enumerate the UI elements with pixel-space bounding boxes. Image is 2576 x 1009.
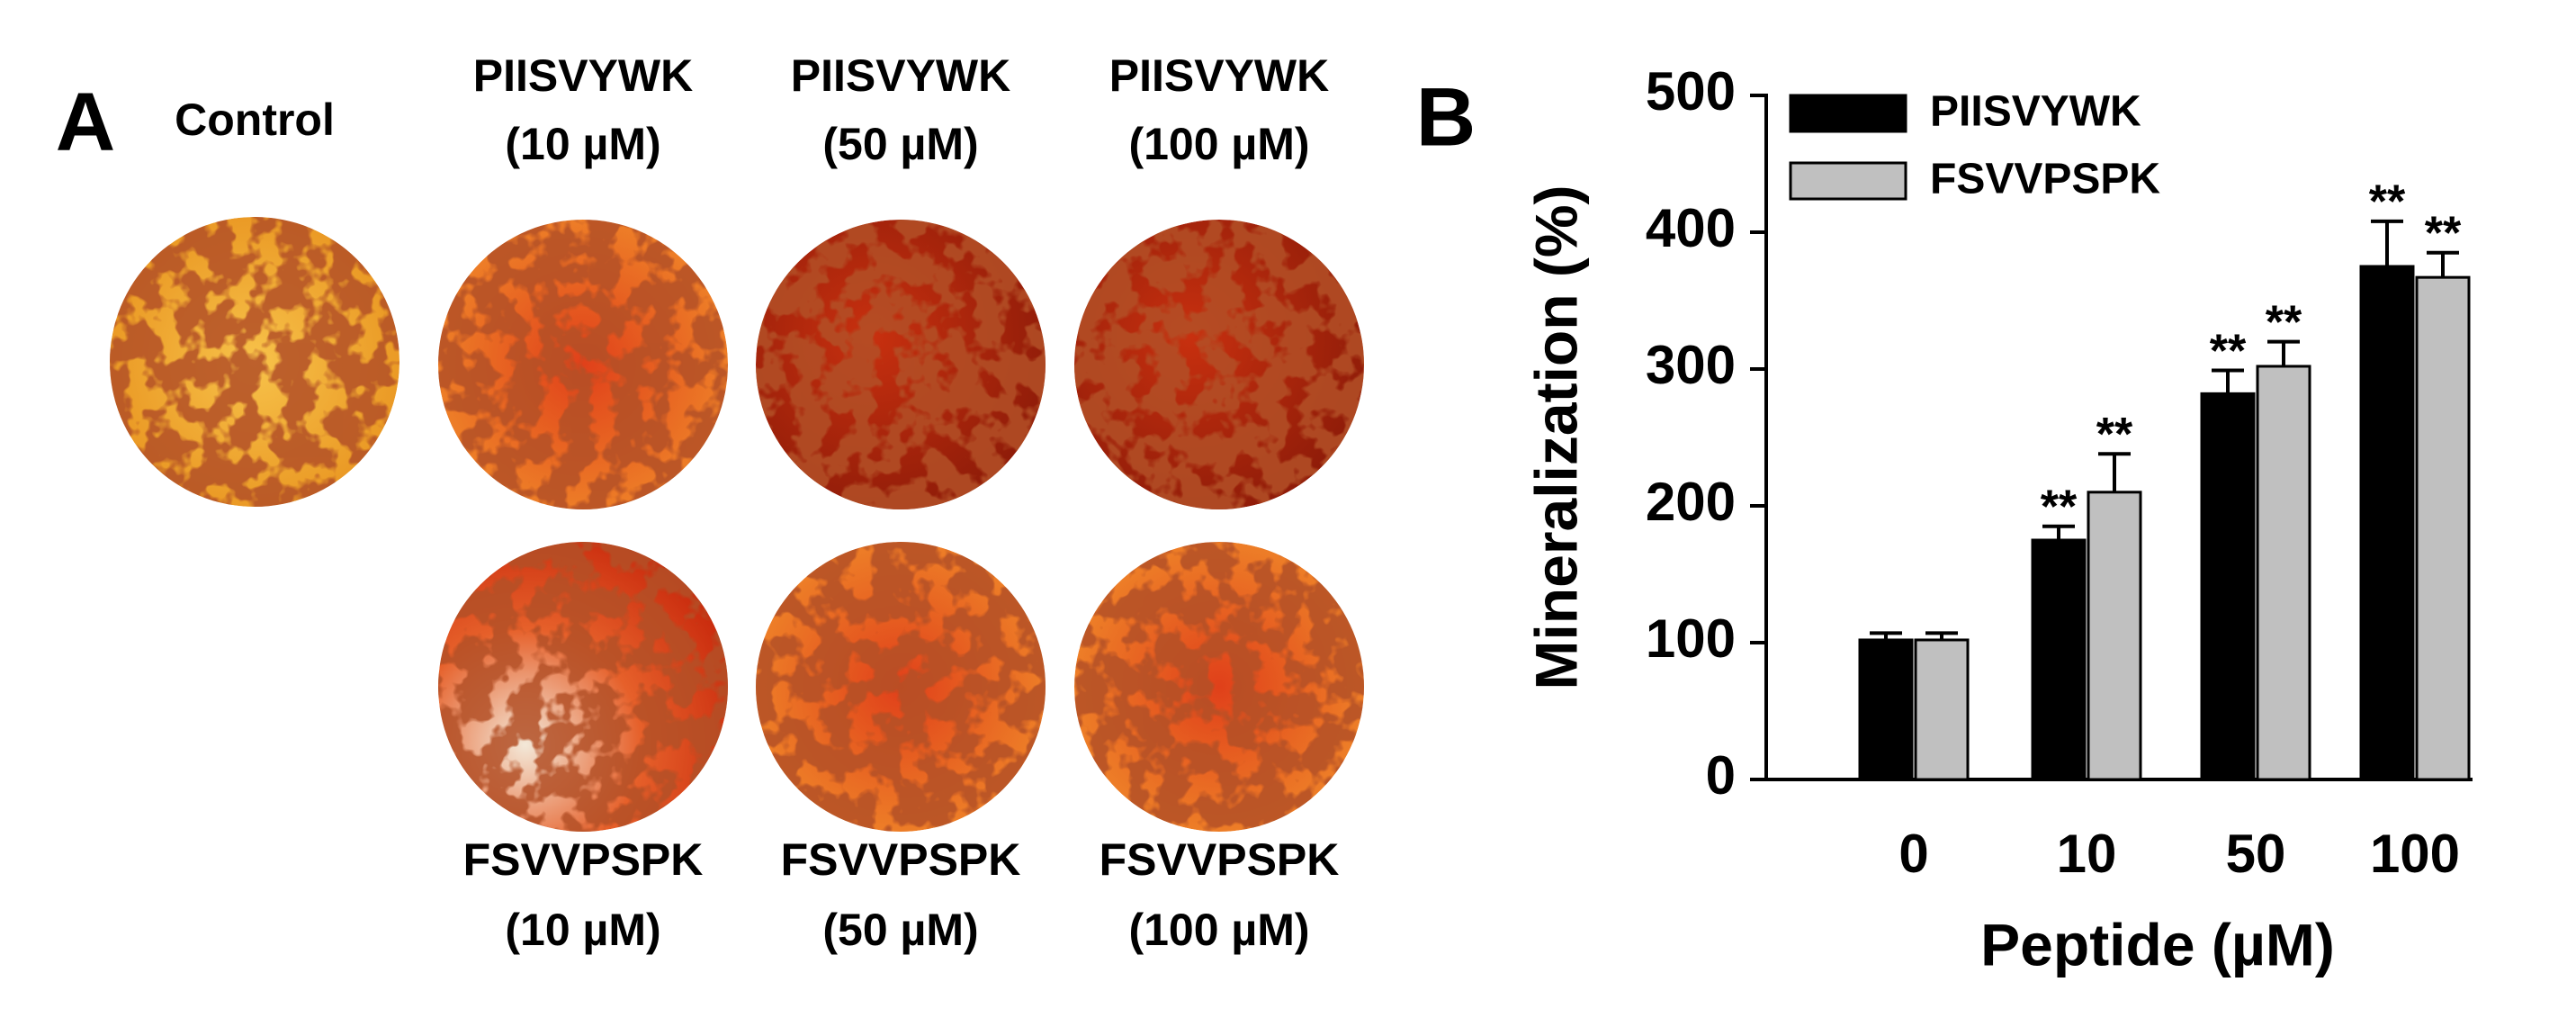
microscopy-image: [438, 220, 728, 509]
image-caption: PIISVYWK: [473, 50, 693, 101]
bar: [2256, 365, 2311, 781]
image-texture: [438, 220, 728, 509]
image-caption: Control: [175, 95, 335, 145]
microscopy-image: [110, 217, 399, 507]
significance: **: [2210, 325, 2247, 377]
x-tick-label: 10: [2057, 824, 2117, 884]
legend-label: PIISVYWK: [1930, 88, 2141, 136]
legend-label: FSVVPSPK: [1930, 156, 2160, 203]
y-tick-label: 100: [1646, 608, 1736, 669]
bar: [2415, 275, 2471, 781]
y-axis-label: Mineralization (%): [1522, 185, 1589, 689]
image-texture: [756, 542, 1046, 832]
image-caption: FSVVPSPK: [1100, 834, 1340, 885]
image-texture: [1074, 220, 1364, 509]
legend-swatch: [1789, 94, 1907, 133]
image-caption: (100 µM): [1128, 119, 1309, 169]
microscopy-image: [756, 542, 1046, 832]
image-caption: (10 µM): [505, 905, 660, 955]
image-caption: FSVVPSPK: [463, 834, 704, 885]
microscopy-image: [438, 542, 728, 832]
y-tick-label: 200: [1646, 472, 1736, 532]
bar: [2031, 538, 2087, 781]
x-tick-label: 50: [2226, 824, 2286, 884]
image-texture: [756, 220, 1046, 509]
image-caption: (10 µM): [505, 119, 660, 169]
y-tick-label: 400: [1646, 198, 1736, 258]
microscopy-image: [1074, 542, 1364, 832]
significance: **: [2266, 296, 2302, 348]
panel-label: A: [56, 76, 115, 167]
x-tick-label: 100: [2370, 824, 2460, 884]
bar: [2200, 392, 2256, 781]
image-caption: FSVVPSPK: [781, 834, 1021, 885]
image-texture: [1074, 542, 1364, 832]
image-texture: [438, 542, 728, 832]
image-caption: (50 µM): [822, 905, 978, 955]
panel-label: B: [1416, 71, 1476, 163]
y-tick-label: 0: [1706, 745, 1736, 806]
significance: **: [2041, 482, 2078, 534]
bar: [1858, 638, 1914, 781]
legend-swatch: [1789, 161, 1907, 201]
significance: **: [2425, 208, 2462, 260]
bar: [1914, 638, 1970, 781]
image-caption: (100 µM): [1128, 905, 1309, 955]
x-tick-label: 0: [1898, 824, 1928, 884]
image-caption: (50 µM): [822, 119, 978, 169]
bar: [2359, 265, 2415, 781]
microscopy-image: [756, 220, 1046, 509]
image-texture: [110, 217, 399, 507]
significance: **: [2369, 176, 2406, 229]
x-axis-label: Peptide (µM): [1980, 911, 2335, 977]
image-caption: PIISVYWK: [791, 50, 1010, 101]
microscopy-image: [1074, 220, 1364, 509]
y-tick-label: 500: [1646, 61, 1736, 122]
bar: [2087, 491, 2142, 781]
y-tick-label: 300: [1646, 335, 1736, 395]
image-caption: PIISVYWK: [1109, 50, 1329, 101]
significance: **: [2096, 409, 2133, 461]
